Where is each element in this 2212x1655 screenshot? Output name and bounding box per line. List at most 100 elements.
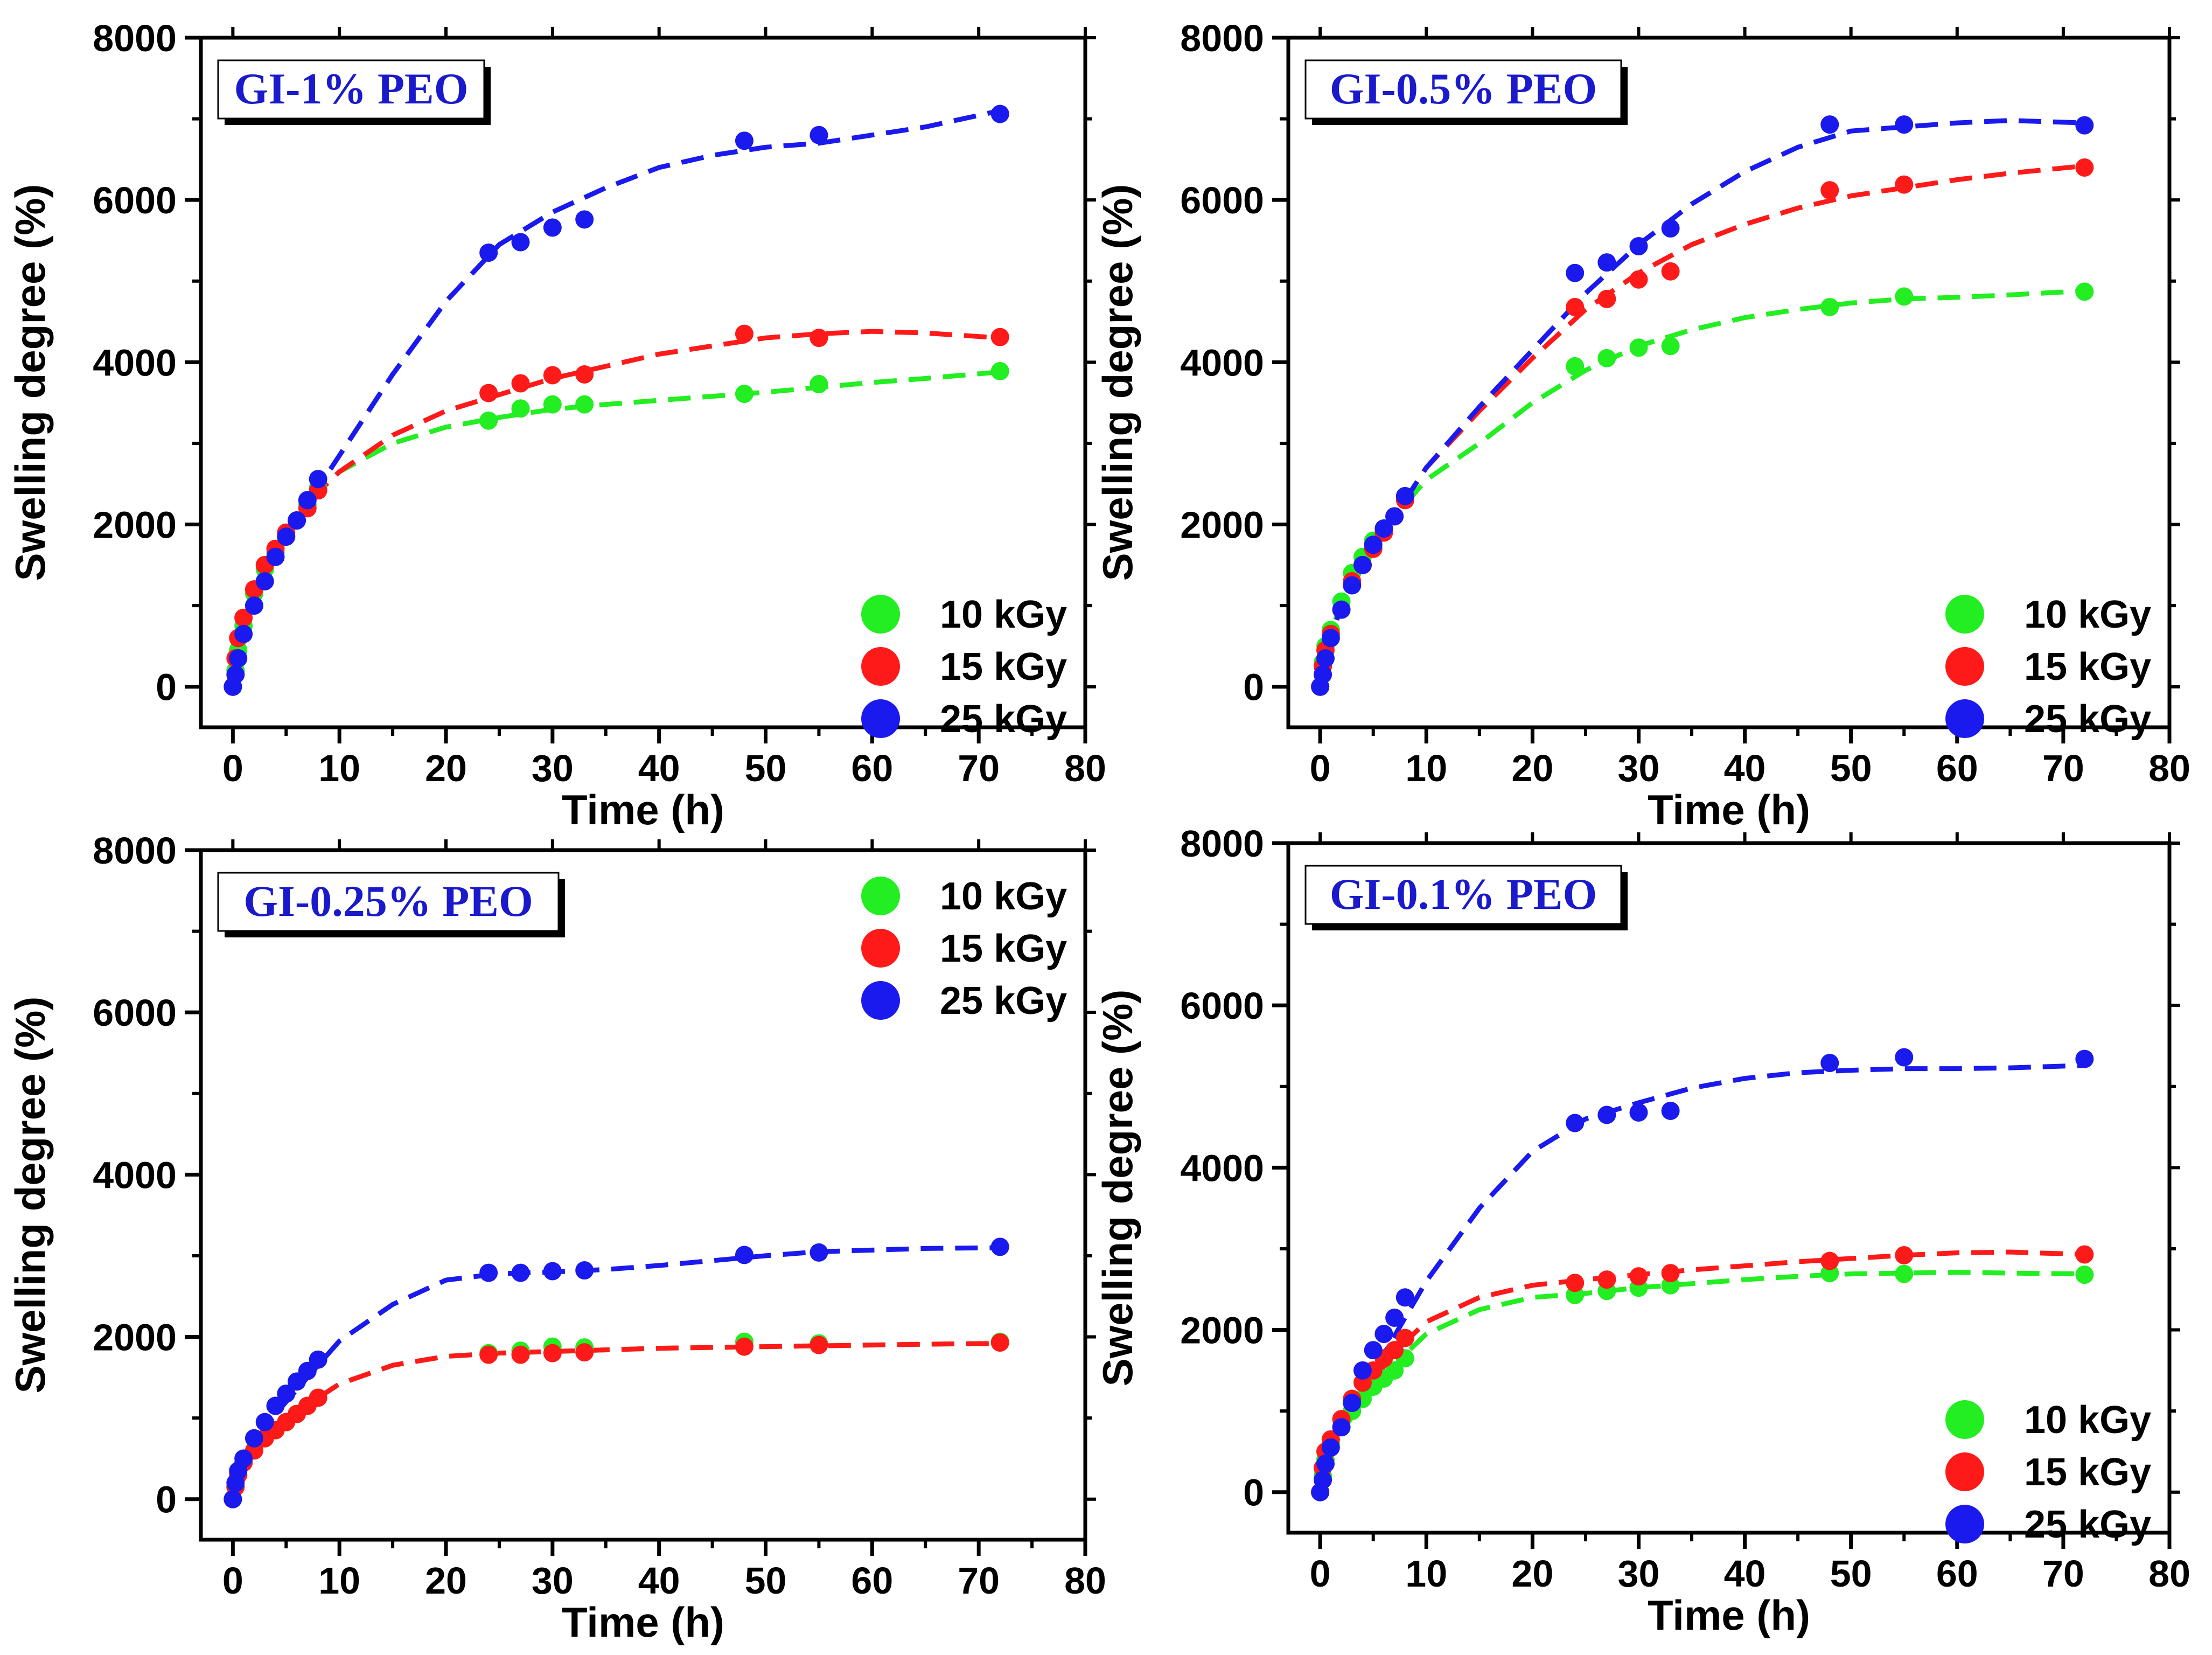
x-tick-label: 80 bbox=[1064, 747, 1106, 789]
chart-panel-4: 0 10 20 30 40 50 60 70 80 0 2000 4000 6000 8000 Time (… bbox=[1094, 823, 2190, 1639]
legend-label: 15 kGy bbox=[940, 645, 1067, 689]
x-tick-label: 30 bbox=[1618, 1553, 1660, 1595]
data-point-25-kgy bbox=[245, 1429, 263, 1448]
x-tick-label: 80 bbox=[2148, 1553, 2190, 1595]
x-tick-label: 20 bbox=[1511, 747, 1553, 789]
x-tick-label: 0 bbox=[222, 1560, 243, 1602]
y-tick-label: 0 bbox=[1243, 666, 1264, 708]
data-point-25-kgy bbox=[810, 126, 828, 144]
legend-label: 10 kGy bbox=[2024, 593, 2151, 636]
data-point-15-kgy bbox=[810, 1336, 828, 1354]
data-point-15-kgy bbox=[1629, 1267, 1648, 1286]
title-box bbox=[217, 872, 560, 932]
data-point-25-kgy bbox=[1629, 1103, 1648, 1122]
data-point-15-kgy bbox=[1661, 262, 1680, 281]
plot-frame bbox=[1286, 36, 2172, 729]
x-tick-label: 30 bbox=[532, 747, 574, 789]
x-tick-label: 30 bbox=[532, 1560, 574, 1602]
data-point-15-kgy bbox=[575, 1343, 594, 1362]
data-point-15-kgy bbox=[511, 374, 530, 393]
chart-title: GI-0.5% PEO bbox=[1330, 64, 1597, 113]
title-box bbox=[1304, 59, 1622, 120]
data-point-10-kgy bbox=[1820, 297, 1839, 316]
data-point-15-kgy bbox=[511, 1345, 530, 1364]
y-tick-label: 8000 bbox=[93, 17, 177, 59]
data-point-25-kgy bbox=[511, 233, 530, 252]
data-point-25-kgy bbox=[1316, 1455, 1335, 1473]
data-point-25-kgy bbox=[266, 547, 285, 566]
data-point-10-kgy bbox=[1661, 337, 1680, 356]
data-point-25-kgy bbox=[1597, 1105, 1616, 1124]
data-point-25-kgy bbox=[735, 1246, 753, 1264]
y-tick-label: 2000 bbox=[93, 504, 177, 546]
data-point-25-kgy bbox=[1374, 1325, 1393, 1344]
legend-marker bbox=[1945, 647, 1984, 686]
data-point-25-kgy bbox=[1321, 1438, 1340, 1457]
data-point-10-kgy bbox=[1629, 338, 1648, 357]
data-point-15-kgy bbox=[575, 365, 594, 384]
data-point-15-kgy bbox=[1597, 1270, 1616, 1289]
data-point-25-kgy bbox=[224, 1490, 242, 1508]
data-point-25-kgy bbox=[1332, 1418, 1351, 1437]
y-tick-label: 6000 bbox=[1180, 179, 1264, 221]
y-tick-label: 2000 bbox=[1180, 1310, 1264, 1352]
data-point-25-kgy bbox=[1820, 1054, 1839, 1073]
data-point-25-kgy bbox=[511, 1263, 530, 1282]
legend-marker bbox=[861, 981, 900, 1020]
data-point-25-kgy bbox=[1353, 1361, 1372, 1380]
data-point-10-kgy bbox=[479, 411, 498, 430]
data-point-15-kgy bbox=[234, 608, 253, 627]
y-tick-label: 6000 bbox=[1180, 985, 1264, 1027]
data-point-25-kgy bbox=[1895, 115, 1914, 134]
legend-marker bbox=[1945, 699, 1984, 738]
x-axis-label: Time (h) bbox=[562, 786, 724, 833]
data-point-25-kgy bbox=[229, 649, 248, 667]
data-point-25-kgy bbox=[1661, 1101, 1680, 1120]
x-tick-label: 80 bbox=[2148, 747, 2190, 789]
data-point-25-kgy bbox=[1566, 1114, 1585, 1132]
data-point-25-kgy bbox=[1314, 665, 1332, 684]
data-point-15-kgy bbox=[990, 1333, 1009, 1352]
legend-label: 15 kGy bbox=[2024, 1451, 2151, 1494]
data-point-15-kgy bbox=[1820, 1251, 1839, 1270]
x-tick-label: 50 bbox=[745, 1560, 787, 1602]
x-axis-label: Time (h) bbox=[1648, 1591, 1810, 1639]
x-tick-label: 40 bbox=[1724, 1553, 1766, 1595]
x-tick-label: 60 bbox=[1936, 1553, 1978, 1595]
title-box bbox=[1304, 865, 1622, 925]
data-point-10-kgy bbox=[1385, 1361, 1404, 1380]
data-point-25-kgy bbox=[810, 1243, 828, 1262]
chart-title: GI-1% PEO bbox=[234, 64, 468, 113]
data-point-15-kgy bbox=[479, 384, 498, 402]
x-tick-label: 40 bbox=[1724, 747, 1766, 789]
data-point-10-kgy bbox=[990, 361, 1009, 380]
data-point-25-kgy bbox=[1332, 600, 1351, 619]
x-tick-label: 40 bbox=[638, 747, 680, 789]
data-point-15-kgy bbox=[1395, 1329, 1414, 1347]
data-point-10-kgy bbox=[1895, 1264, 1914, 1283]
data-point-25-kgy bbox=[735, 131, 753, 150]
data-point-25-kgy bbox=[1597, 253, 1616, 272]
data-point-25-kgy bbox=[575, 1261, 594, 1280]
data-point-25-kgy bbox=[266, 1396, 285, 1415]
data-point-15-kgy bbox=[1629, 270, 1648, 289]
data-point-25-kgy bbox=[990, 105, 1009, 123]
y-tick-label: 0 bbox=[1243, 1472, 1264, 1514]
chart-panel-2: 0 10 20 30 40 50 60 70 80 0 2000 4000 6000 8000 Time (… bbox=[1094, 17, 2190, 833]
legend-label: 25 kGy bbox=[2024, 1503, 2151, 1546]
chart-title: GI-0.1% PEO bbox=[1330, 870, 1597, 919]
y-tick-label: 8000 bbox=[1180, 823, 1264, 865]
data-point-25-kgy bbox=[298, 491, 317, 510]
legend-marker bbox=[1945, 1400, 1984, 1439]
chart-panel-3: 0 10 20 30 40 50 60 70 80 0 2000 4000 6000 8000 Time (… bbox=[6, 830, 1106, 1646]
data-point-10-kgy bbox=[1566, 357, 1585, 375]
data-point-25-kgy bbox=[1895, 1048, 1914, 1067]
data-point-15-kgy bbox=[2075, 1245, 2094, 1264]
data-point-25-kgy bbox=[2075, 1049, 2094, 1068]
data-point-25-kgy bbox=[1316, 649, 1335, 667]
y-tick-label: 4000 bbox=[93, 1154, 177, 1196]
data-point-25-kgy bbox=[277, 527, 296, 546]
data-point-25-kgy bbox=[1820, 115, 1839, 134]
